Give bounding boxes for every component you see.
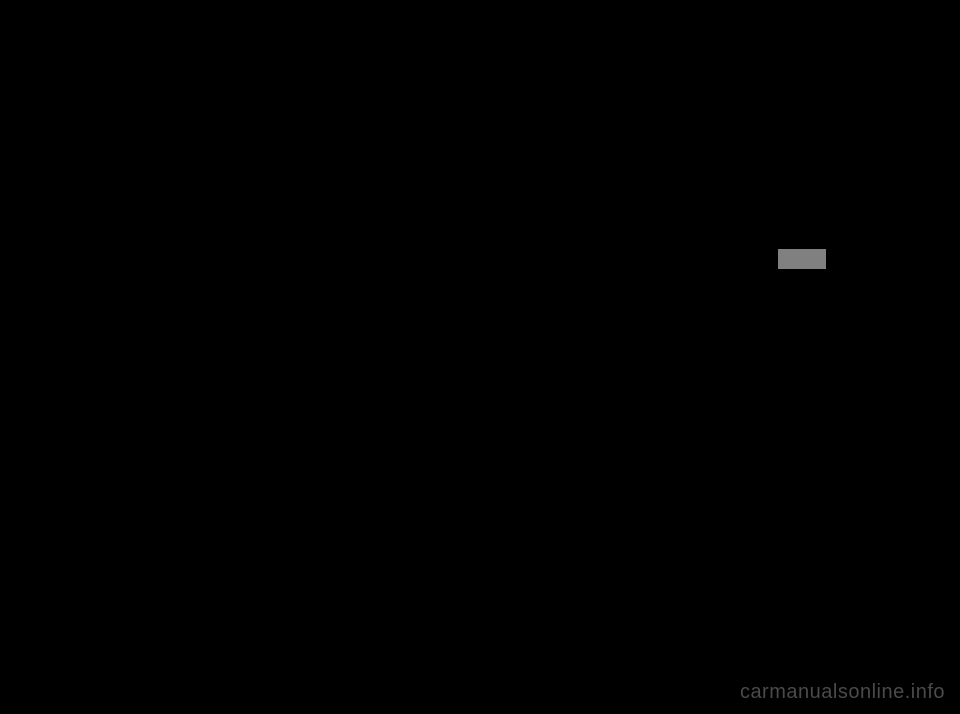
watermark-text: carmanualsonline.info	[740, 681, 945, 704]
gray-rectangle	[778, 249, 826, 269]
